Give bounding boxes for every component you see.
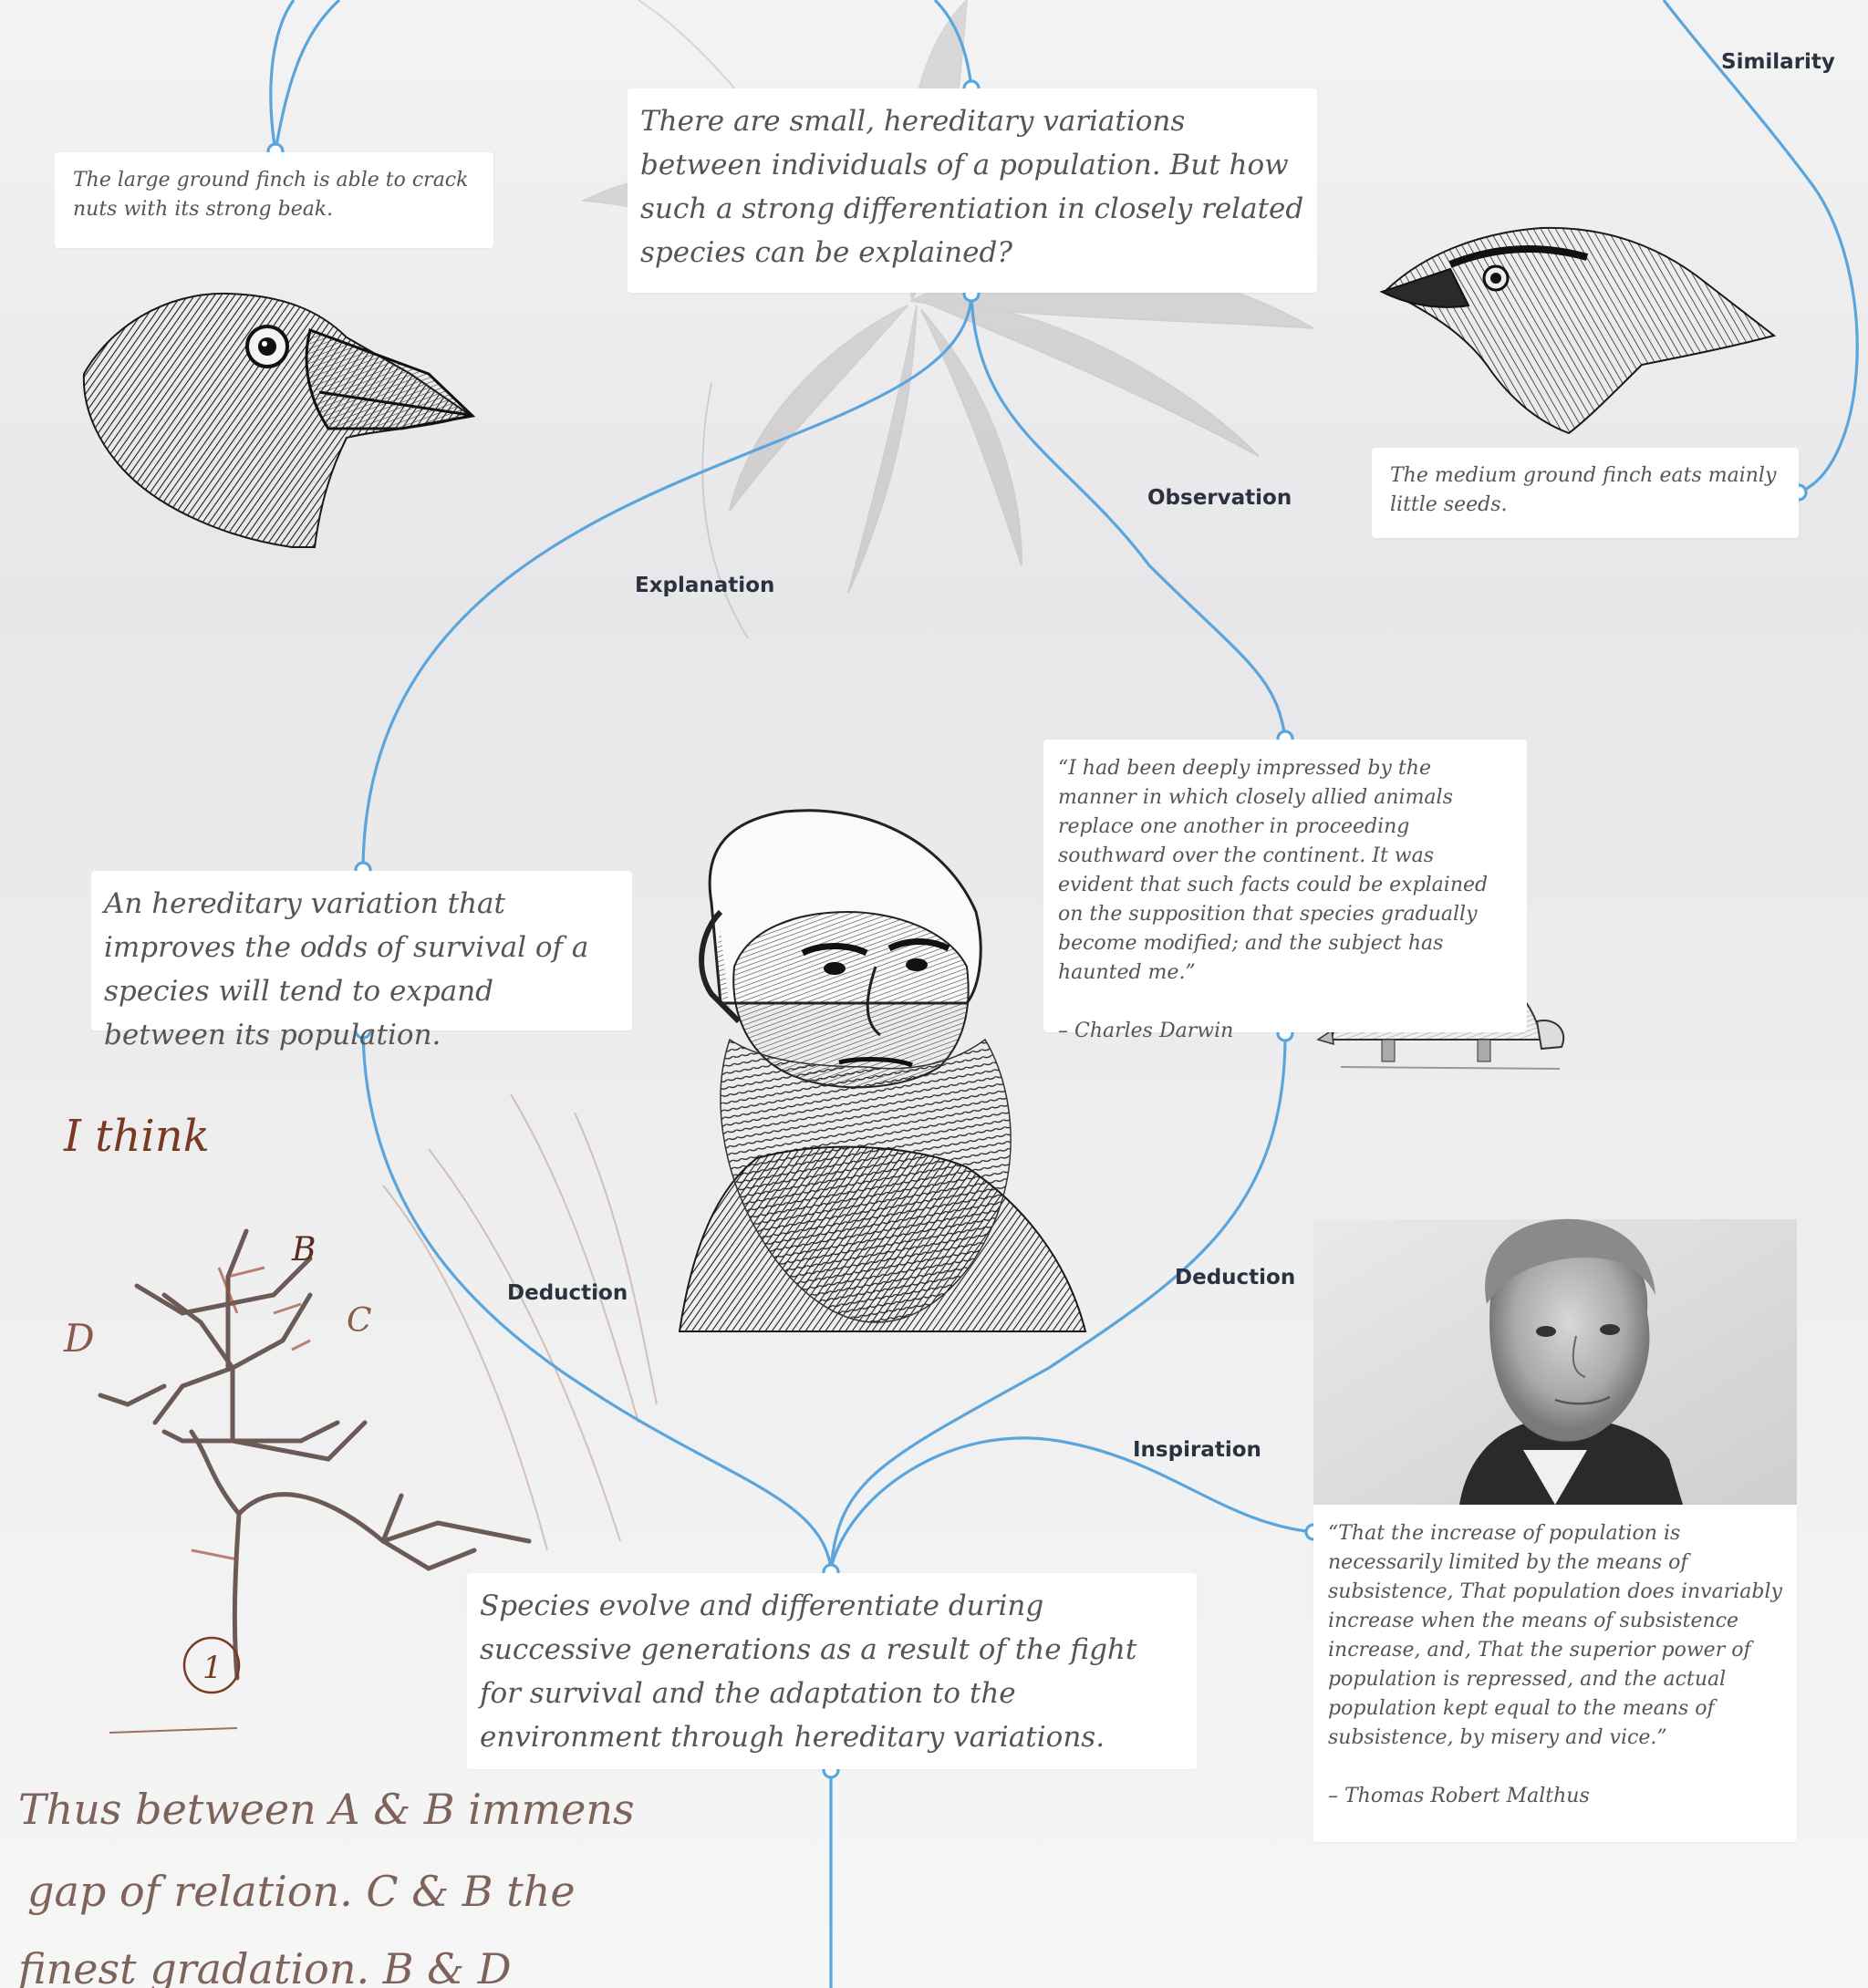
sketch-i-think: I think (63, 1111, 210, 1162)
medium-finch-illustration (1379, 226, 1777, 435)
sketch-letter-d: D (63, 1316, 95, 1361)
sketch-line-1: Thus between A & B immens (18, 1785, 635, 1834)
node-hereditary-variation-text: An hereditary variation that improves th… (104, 887, 589, 1051)
node-hereditary-variation[interactable]: An hereditary variation that improves th… (91, 871, 632, 1051)
tree-of-life-sketch: I think B C D 1 (16, 1093, 658, 1988)
sketch-line-3: finest gradation. B & D (16, 1944, 512, 1988)
node-large-finch[interactable]: The large ground finch is able to crack … (55, 152, 493, 248)
node-question[interactable]: There are small, hereditary variations b… (628, 88, 1317, 293)
edge-label-deduction-right: Deduction (1175, 1266, 1296, 1289)
node-darwin-quote[interactable]: “I had been deeply impressed by the mann… (1043, 740, 1527, 1042)
sketch-number-1: 1 (202, 1650, 223, 1686)
node-conclusion[interactable]: Species evolve and differentiate during … (467, 1573, 1197, 1769)
darwin-portrait (678, 809, 1087, 1332)
node-medium-finch-text: The medium ground finch eats mainly litt… (1390, 464, 1777, 516)
node-question-text: There are small, hereditary variations b… (640, 105, 1304, 269)
node-large-finch-text: The large ground finch is able to crack … (73, 169, 469, 221)
malthus-quote-attribution: – Thomas Robert Malthus (1328, 1785, 1590, 1807)
darwin-quote-text: “I had been deeply impressed by the mann… (1058, 757, 1489, 984)
sketch-letter-b: B (291, 1231, 316, 1268)
sketch-line-2: gap of relation. C & B the (27, 1867, 576, 1916)
edge-label-deduction-left: Deduction (507, 1281, 628, 1305)
darwin-quote-attribution: – Charles Darwin (1058, 1020, 1234, 1042)
large-finch-illustration (82, 292, 476, 548)
node-malthus-quote[interactable]: “That the increase of population is nece… (1313, 1505, 1797, 1842)
sketch-letter-c: C (347, 1302, 372, 1340)
edge-label-explanation: Explanation (635, 574, 775, 597)
connector-lines (269, 0, 1859, 1988)
node-conclusion-text: Species evolve and differentiate during … (480, 1589, 1137, 1754)
node-medium-finch[interactable]: The medium ground finch eats mainly litt… (1372, 448, 1799, 538)
malthus-quote-text: “That the increase of population is nece… (1328, 1522, 1782, 1749)
malthus-portrait (1313, 1218, 1797, 1505)
edge-label-inspiration: Inspiration (1133, 1438, 1261, 1462)
edge-label-observation: Observation (1147, 486, 1292, 510)
edge-label-similarity: Similarity (1721, 50, 1835, 74)
